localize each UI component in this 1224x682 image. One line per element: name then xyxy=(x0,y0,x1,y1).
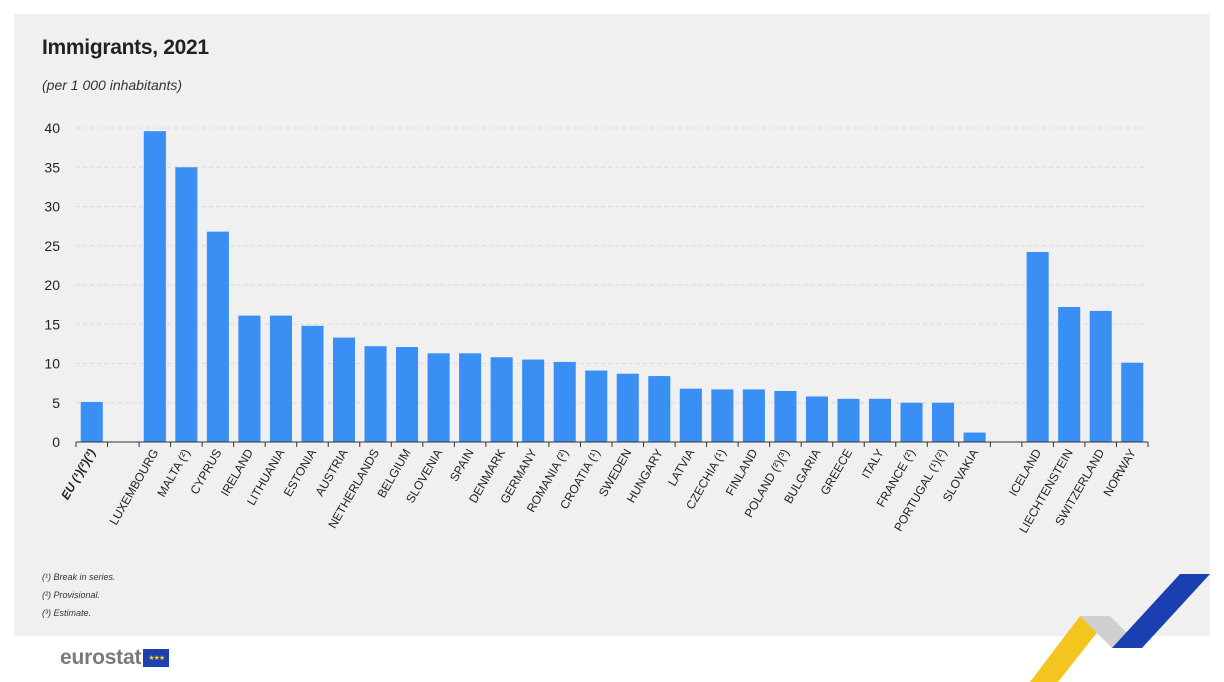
footnote-estimate: (³) Estimate. xyxy=(42,608,92,618)
bar xyxy=(301,325,324,442)
x-tick-label: GREECE xyxy=(818,447,855,498)
chart-subtitle: (per 1 000 inhabitants) xyxy=(42,77,183,93)
eurostat-logo: eurostat ★★★ xyxy=(60,646,170,670)
bar xyxy=(679,388,702,442)
bar xyxy=(616,373,639,442)
bar xyxy=(585,370,608,442)
bar xyxy=(805,396,828,442)
bar xyxy=(269,315,292,442)
x-tick-label: ITALY xyxy=(859,447,887,481)
bar xyxy=(143,131,166,442)
chart-title: Immigrants, 2021 xyxy=(42,36,209,59)
footnotes: (¹) Break in series. (²) Provisional. (³… xyxy=(42,568,116,622)
y-tick-label: 0 xyxy=(52,434,60,450)
y-tick-label: 40 xyxy=(44,120,60,136)
bar xyxy=(238,315,261,442)
bar xyxy=(553,361,576,442)
bar xyxy=(396,347,419,442)
footnote-provisional: (²) Provisional. xyxy=(42,590,101,600)
x-tick-label: SPAIN xyxy=(447,447,477,484)
bar xyxy=(648,376,671,442)
bar xyxy=(1089,310,1112,442)
x-tick-label: LATVIA xyxy=(665,447,697,489)
eu-flag-icon: ★★★ xyxy=(143,649,170,667)
bar xyxy=(1121,362,1144,442)
bar xyxy=(80,401,103,442)
bar xyxy=(175,167,198,442)
y-tick-label: 35 xyxy=(44,159,60,175)
bar xyxy=(332,337,356,442)
bar xyxy=(774,390,797,442)
y-tick-label: 20 xyxy=(44,277,60,293)
bar xyxy=(1026,252,1049,442)
x-tick-label: LUXEMBOURG xyxy=(107,447,162,528)
x-tick-label: EU (¹)(²)(³) xyxy=(58,446,98,501)
y-tick-label: 25 xyxy=(44,238,60,254)
bar xyxy=(963,432,986,442)
bar xyxy=(900,402,923,442)
bar xyxy=(1058,306,1081,442)
logo-text: eurostat xyxy=(60,646,142,669)
decorative-stripes xyxy=(1030,574,1210,682)
bar xyxy=(711,389,734,442)
y-tick-label: 10 xyxy=(44,356,60,372)
bar xyxy=(490,357,513,442)
bar xyxy=(868,398,892,442)
bar xyxy=(837,398,860,442)
y-tick-label: 30 xyxy=(44,199,60,215)
bar xyxy=(206,231,229,442)
bar xyxy=(522,359,545,442)
y-tick-label: 5 xyxy=(52,395,60,411)
y-tick-label: 15 xyxy=(44,316,60,332)
bar xyxy=(742,389,765,442)
bar xyxy=(932,402,955,442)
footnote-break-in-series: (¹) Break in series. xyxy=(42,572,116,582)
bar xyxy=(427,353,450,442)
bar xyxy=(364,346,387,442)
bar xyxy=(459,353,482,442)
